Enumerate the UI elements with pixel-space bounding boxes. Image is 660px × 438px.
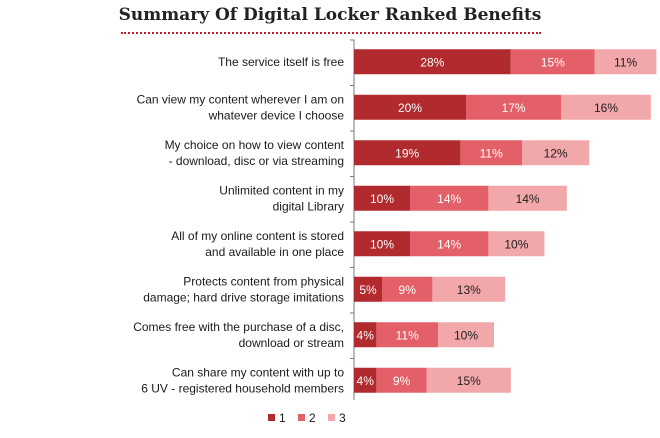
bar-segment-rank-2 [382,276,433,302]
data-label: 15% [457,374,481,388]
legend-label: 3 [339,411,346,425]
data-label: 13% [457,283,481,297]
category-label: Protects content from physical [183,274,344,288]
data-label: 14% [516,192,540,206]
legend-swatch-3 [328,414,335,421]
bar-segment-rank-3 [432,276,506,302]
bar-segment-rank-1 [354,49,511,75]
bar-segment-rank-1 [354,231,410,257]
bar-segment-rank-2 [376,322,438,348]
data-label: 11% [480,146,503,160]
category-label: download or stream [239,336,344,350]
data-label: 10% [454,328,478,342]
legend-label: 1 [279,411,286,425]
data-label: 14% [437,192,461,206]
legend-swatch-1 [268,414,275,421]
bar-segment-rank-1 [354,322,377,348]
bar-segment-rank-2 [410,185,489,211]
bar-segment-rank-2 [466,94,562,120]
bar-segment-rank-3 [561,94,651,120]
data-label: 12% [544,146,568,160]
category-label: whatever device I choose [208,108,345,122]
category-label: The service itself is free [218,55,344,69]
bar-segment-rank-1 [354,367,377,393]
data-label: 17% [502,101,526,115]
data-label: 9% [393,374,411,388]
data-label: 20% [398,101,422,115]
data-label: 11% [396,328,419,342]
data-label: 10% [370,237,394,251]
data-label: 9% [399,283,417,297]
data-label: 4% [357,374,375,388]
bar-segment-rank-2 [410,231,489,257]
bar-segment-rank-2 [460,140,522,166]
bar-segment-rank-3 [438,322,494,348]
bar-segment-rank-2 [510,49,595,75]
data-label: 10% [370,192,394,206]
category-label: All of my online content is stored [171,229,344,243]
chart-title: Summary Of Digital Locker Ranked Benefit… [118,5,542,25]
bar-segment-rank-3 [594,49,657,75]
category-label: 6 UV - registered household members [141,381,344,395]
category-label: damage; hard drive storage imitations [143,290,344,304]
bar-segment-rank-1 [354,185,410,211]
bar-segment-rank-3 [488,185,567,211]
category-label: - download, disc or via streaming [169,154,344,168]
title-divider [121,32,541,34]
bar-segment-rank-2 [376,367,427,393]
category-label: digital Library [273,199,344,213]
data-label: 16% [594,101,618,115]
legend-label: 2 [309,411,316,425]
legend-swatch-2 [298,414,305,421]
bar-segment-rank-1 [354,140,461,166]
data-label: 5% [359,283,377,297]
bar-segment-rank-1 [354,94,466,120]
data-label: 19% [395,146,419,160]
bar-segment-rank-3 [522,140,590,166]
bar-segment-rank-3 [488,231,545,257]
category-label: Can share my content with up to [172,365,344,379]
data-label: 11% [614,55,637,69]
data-label: 10% [504,237,528,251]
bar-segment-rank-1 [354,276,382,302]
category-label: Comes free with the purchase of a disc, [133,320,344,334]
category-label: My choice on how to view content [165,138,345,152]
category-label: Can view my content wherever I am on [137,92,344,106]
data-label: 4% [357,328,375,342]
bar-segment-rank-3 [426,367,511,393]
data-label: 28% [420,55,444,69]
data-label: 15% [541,55,565,69]
category-label: Unlimited content in my [219,183,344,197]
data-label: 14% [437,237,461,251]
category-label: and available in one place [205,245,344,259]
